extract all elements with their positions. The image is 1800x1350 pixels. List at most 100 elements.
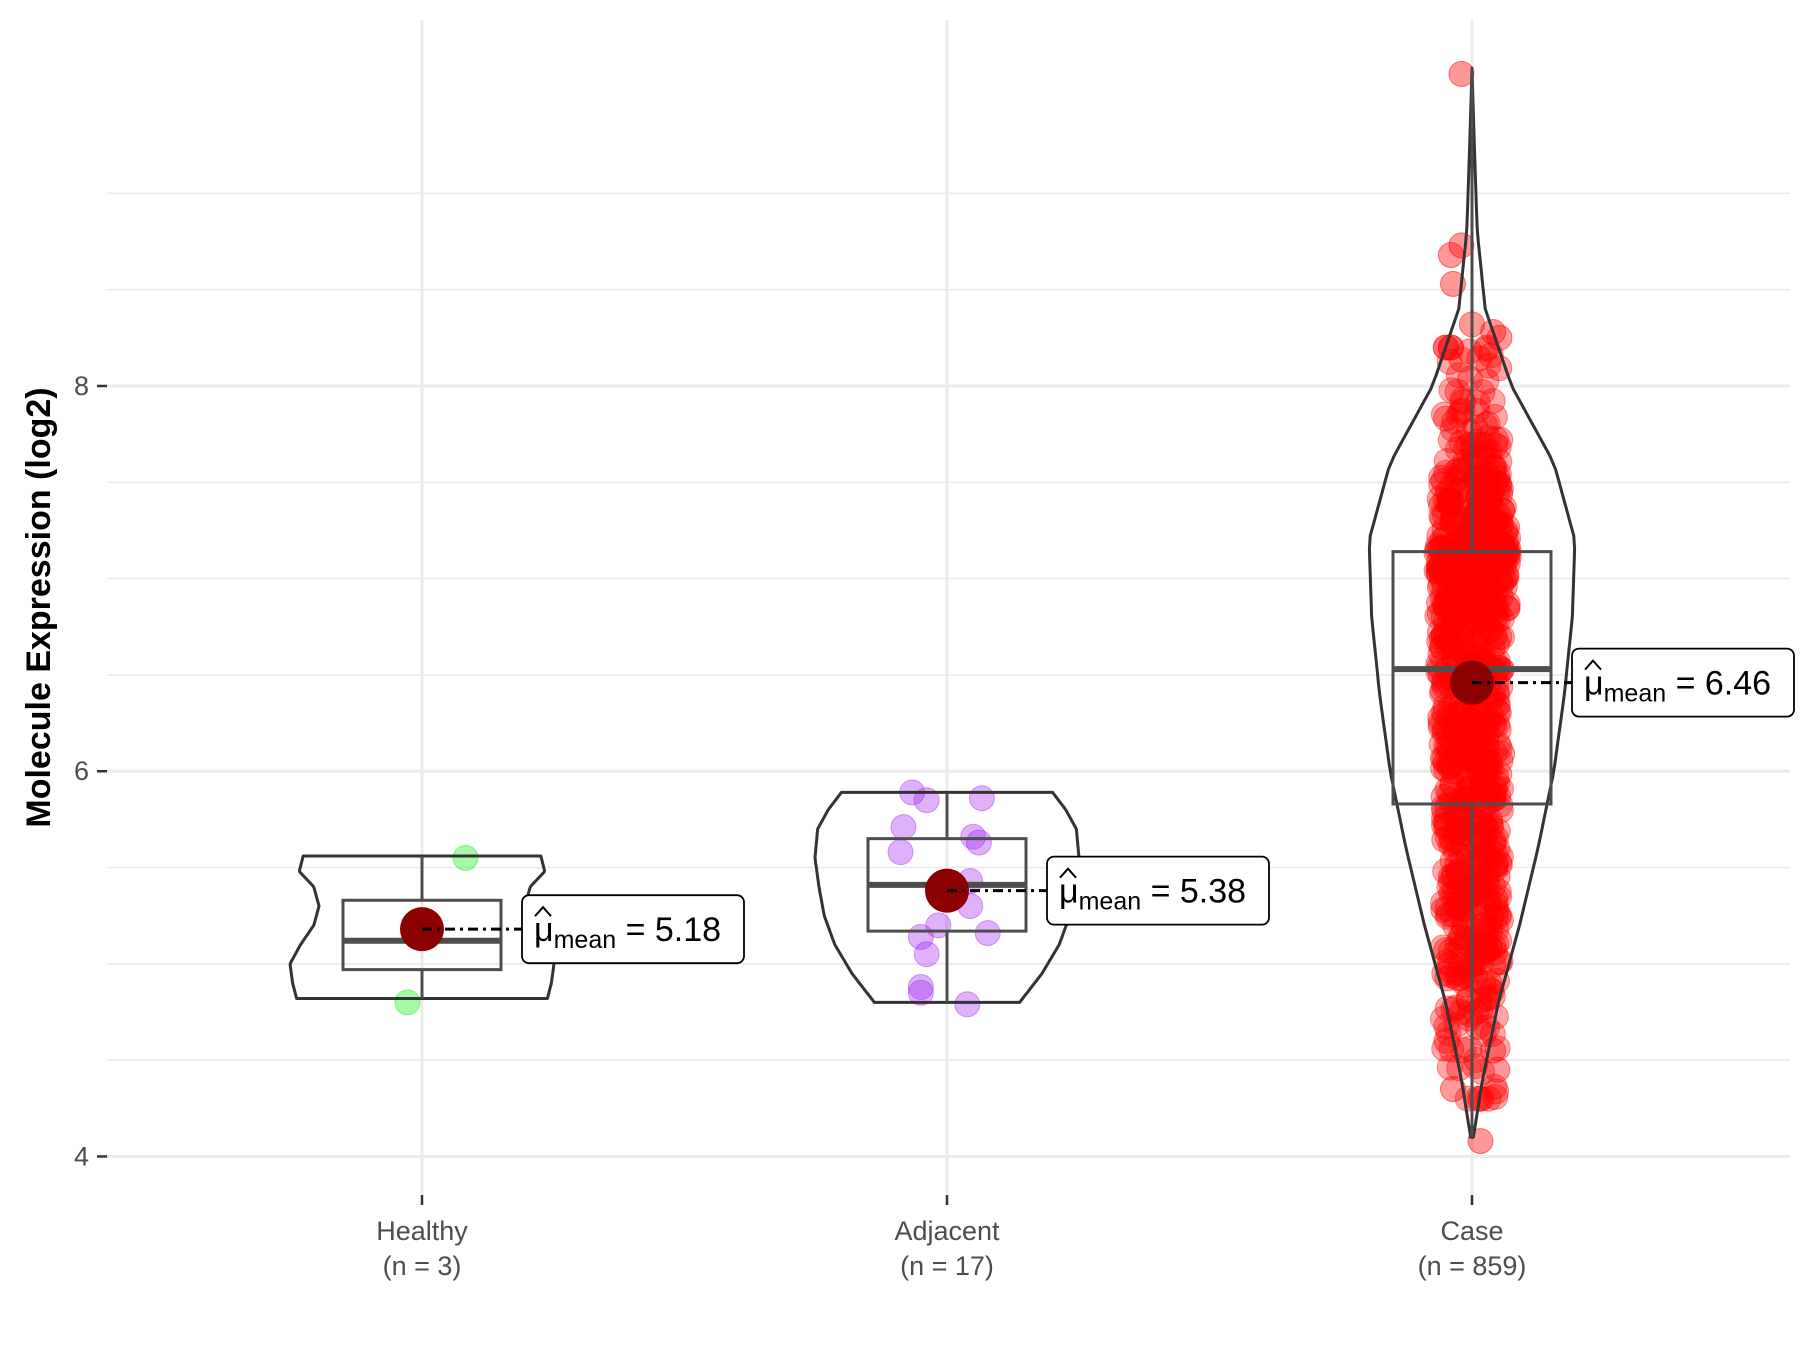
data-point [1483,902,1510,929]
data-point [1462,520,1489,547]
data-point [1483,691,1510,718]
data-point [1428,634,1455,661]
data-point [1429,745,1456,772]
data-point [1459,556,1486,583]
data-point [1441,502,1468,529]
data-point [1477,917,1504,944]
data-point [1481,840,1508,867]
data-point [1476,970,1503,997]
data-point [1473,755,1500,782]
data-point [1475,576,1502,603]
data-point [1487,747,1514,774]
data-point [1473,917,1500,944]
data-point [1432,858,1459,885]
data-point [1459,755,1486,782]
data-point [1448,843,1475,870]
data-point [1477,707,1504,734]
data-point [1430,603,1457,630]
data-point [1425,560,1452,587]
data-point [1478,477,1505,504]
data-point [1439,1076,1466,1103]
data-point [1452,574,1479,601]
data-point [1483,897,1510,924]
data-point [1482,939,1509,966]
data-point [1466,554,1493,581]
data-point [1474,528,1501,555]
data-point [1460,515,1487,542]
data-point [1440,862,1467,889]
data-point [1482,432,1509,459]
data-point [1462,514,1489,541]
data-point [1457,775,1484,802]
data-point [965,829,992,856]
hat-accent [534,905,552,917]
data-point [1477,844,1504,871]
data-point [1481,740,1508,767]
data-point [1463,428,1490,455]
data-point [1451,712,1478,739]
data-point [1486,851,1513,878]
data-point [1486,448,1513,475]
data-point [1446,589,1473,616]
data-point [1450,914,1477,941]
data-point [1455,431,1482,458]
data-point [1443,588,1470,615]
y-axis-label: Molecule Expression (log2) [20,387,58,827]
data-point [1487,426,1514,453]
data-point [1460,882,1487,909]
data-point [1435,901,1462,928]
data-point [1444,930,1471,957]
mean-label-box [521,894,745,965]
data-point [1481,776,1508,803]
data-point [1471,546,1498,573]
data-point [1444,529,1471,556]
hat-accent [1059,867,1077,879]
data-point [1478,593,1505,620]
data-point [1483,508,1510,535]
data-point [1456,522,1483,549]
data-point [1432,487,1459,514]
data-point [1469,769,1496,796]
data-point [1441,603,1468,630]
data-point [1430,793,1457,820]
data-point [1433,459,1460,486]
data-point [1430,699,1457,726]
data-point [1435,732,1462,759]
data-point [1442,879,1469,906]
data-point [1441,408,1468,435]
data-point [1485,699,1512,726]
data-point [1456,767,1483,794]
data-point [1430,401,1457,428]
data-point [1477,811,1504,838]
data-point [1486,530,1513,557]
data-point [1462,462,1489,489]
data-point [1461,730,1488,757]
data-point [1427,536,1454,563]
data-point [1455,986,1482,1013]
data-point [1486,734,1513,761]
data-point [1437,242,1464,268]
y-axis: 4 6 8 [74,371,107,1171]
data-point [1441,732,1468,759]
data-point [1456,568,1483,595]
data-point [1447,603,1474,630]
data-point [1482,825,1509,852]
data-point [1488,624,1515,651]
data-point [1468,621,1495,648]
data-point [1484,770,1511,797]
data-point [1431,573,1458,600]
data-point [1478,529,1505,556]
data-point [890,814,917,841]
data-point [1479,505,1506,532]
data-point [1457,555,1484,582]
data-point [1470,504,1497,531]
data-point [1481,536,1508,563]
data-point [1453,585,1480,612]
data-point [1429,534,1456,561]
data-point [1436,486,1463,513]
data-point [1467,523,1494,550]
data-point [1463,572,1490,599]
data-point [1494,595,1521,622]
data-point [1472,718,1499,745]
